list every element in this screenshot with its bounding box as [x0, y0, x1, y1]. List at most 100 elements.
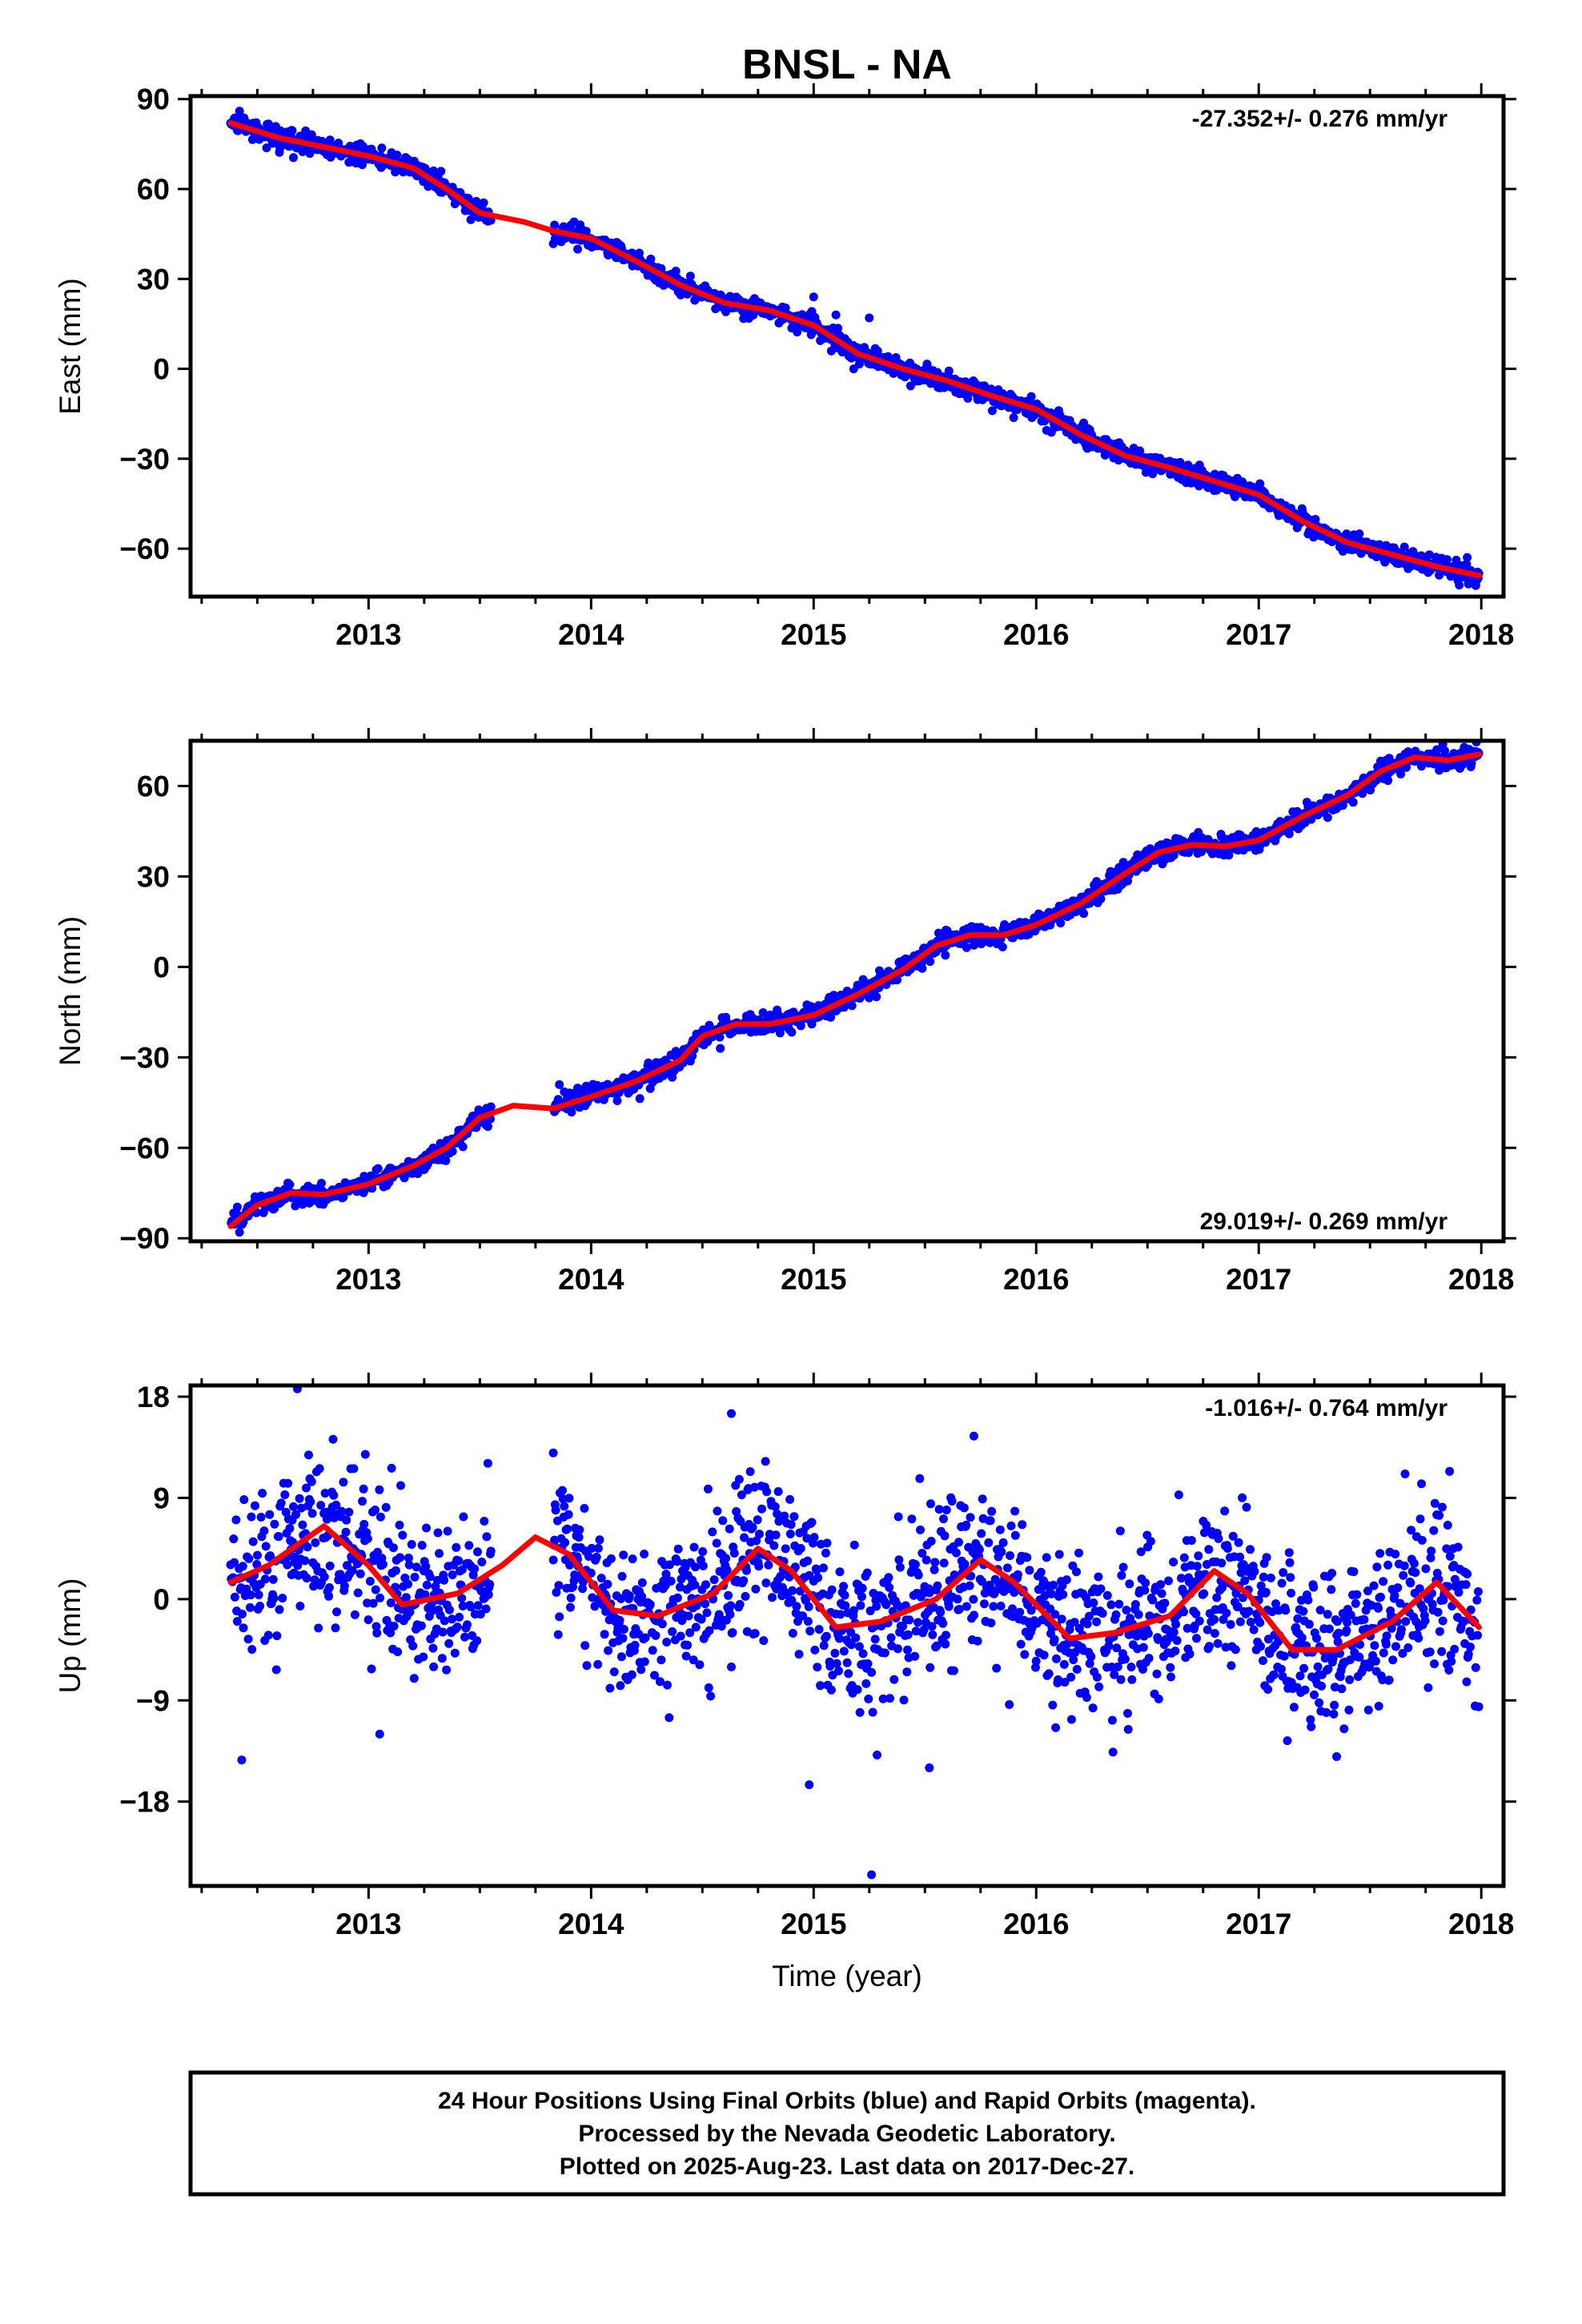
data-point: [916, 1525, 925, 1534]
data-point: [574, 1533, 584, 1542]
data-point: [666, 1576, 676, 1586]
data-point: [580, 1504, 589, 1513]
data-point: [575, 1525, 584, 1534]
data-point: [464, 1541, 474, 1550]
data-point: [565, 1560, 575, 1570]
data-point: [1185, 1649, 1195, 1659]
data-point: [580, 1641, 590, 1651]
data-point: [926, 1537, 936, 1546]
data-point: [416, 1621, 426, 1630]
data-point: [412, 1562, 421, 1572]
data-point: [773, 1509, 782, 1518]
data-point: [834, 1634, 844, 1643]
data-point: [1136, 1547, 1146, 1557]
data-point: [1432, 745, 1442, 754]
data-point: [724, 1590, 733, 1600]
data-point: [1231, 1645, 1240, 1655]
data-point: [558, 1486, 567, 1495]
data-point: [1214, 1534, 1223, 1543]
data-point: [1094, 1572, 1103, 1582]
data-point: [302, 1574, 311, 1583]
data-point: [705, 1626, 714, 1635]
data-point: [953, 1594, 962, 1604]
data-point: [458, 1142, 468, 1152]
data-point: [689, 1542, 699, 1552]
data-point: [437, 1654, 447, 1663]
data-point: [274, 1532, 283, 1542]
data-point: [331, 1623, 340, 1633]
data-point: [564, 1494, 574, 1503]
data-point: [911, 1626, 921, 1636]
data-point: [769, 1541, 779, 1550]
data-point: [459, 1512, 468, 1522]
data-point: [655, 1677, 665, 1687]
data-point: [873, 1751, 881, 1759]
data-point: [903, 1645, 912, 1655]
data-point: [588, 1593, 597, 1602]
data-point: [1172, 1636, 1182, 1645]
data-point: [1010, 1506, 1020, 1516]
data-point: [404, 1554, 413, 1562]
data-point: [741, 1591, 750, 1601]
data-point: [1062, 1575, 1071, 1585]
data-point: [1130, 1600, 1140, 1609]
data-point: [593, 1659, 603, 1669]
data-point: [401, 1593, 411, 1602]
data-point: [716, 1043, 725, 1053]
plot-frame: [188, 738, 1506, 1244]
data-point: [926, 1663, 935, 1672]
y-axis-label: North (mm): [54, 916, 86, 1066]
data-point: [708, 1527, 717, 1537]
data-point: [868, 1707, 877, 1717]
y-tick-label: 30: [137, 860, 170, 893]
data-point: [751, 1584, 761, 1594]
data-point: [991, 1586, 1001, 1595]
data-point: [235, 1228, 244, 1237]
data-point: [567, 1108, 576, 1117]
data-point: [551, 1506, 560, 1515]
data-point: [944, 366, 954, 376]
data-point: [787, 1027, 797, 1037]
data-point: [727, 1663, 736, 1671]
data-point: [339, 1581, 349, 1590]
data-point: [289, 1502, 298, 1511]
data-point: [781, 1544, 790, 1554]
data-point: [1066, 1672, 1076, 1682]
data-point: [867, 1667, 877, 1677]
data-point: [1051, 1654, 1061, 1663]
data-point: [373, 1164, 383, 1173]
data-point: [375, 1485, 384, 1494]
data-point: [1170, 1647, 1180, 1656]
data-point: [785, 1530, 795, 1538]
data-point: [428, 1643, 438, 1653]
data-point: [408, 1641, 418, 1651]
data-point: [341, 1527, 351, 1537]
chart-title: BNSL - NA: [742, 42, 952, 88]
data-point: [328, 1434, 338, 1444]
data-point: [768, 1593, 777, 1602]
data-point: [615, 1615, 624, 1625]
data-point: [1042, 1553, 1051, 1562]
data-point: [1148, 1595, 1158, 1605]
data-point: [833, 324, 843, 333]
data-point: [319, 1572, 329, 1582]
data-point: [1031, 1656, 1041, 1666]
data-point: [762, 1487, 772, 1497]
data-point: [444, 1638, 454, 1648]
x-tick-label: 2018: [1448, 618, 1514, 651]
data-point: [1006, 1551, 1014, 1560]
data-point: [460, 1632, 469, 1642]
data-point: [684, 1611, 693, 1621]
data-point: [925, 1588, 934, 1598]
data-point: [1171, 1619, 1181, 1629]
x-tick-label: 2014: [558, 618, 624, 651]
data-point: [407, 1540, 416, 1549]
data-point: [244, 1554, 254, 1563]
data-point: [628, 1554, 637, 1564]
data-point: [734, 1474, 744, 1484]
data-point: [895, 1562, 905, 1572]
data-point: [247, 1512, 256, 1522]
data-point: [656, 1655, 666, 1665]
data-point: [592, 1552, 601, 1562]
